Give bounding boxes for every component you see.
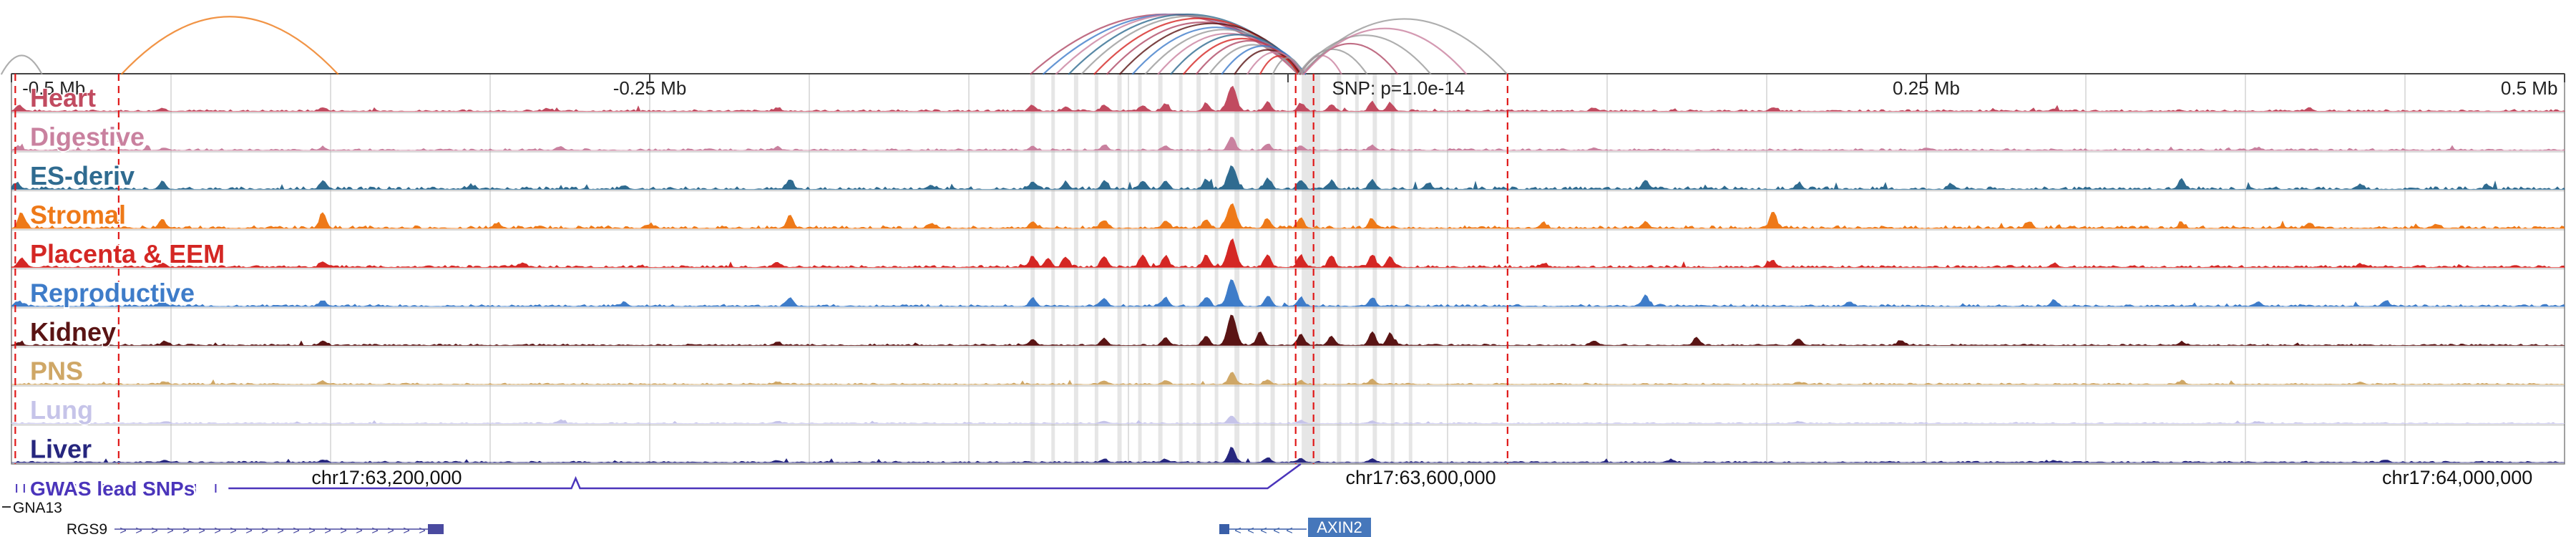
snp-boundary-lines <box>14 74 1508 464</box>
track-signal-pns[interactable] <box>11 372 2565 385</box>
rgs9-strand-chevron: > <box>356 525 362 537</box>
rgs9-strand-chevron: > <box>403 525 409 537</box>
coordinate-labels: chr17:63,200,000 chr17:63,600,000 chr17:64… <box>311 467 2532 488</box>
rgs9-strand-chevron: > <box>324 525 331 537</box>
axin2-strand-chevron: < <box>1260 525 1267 537</box>
gna13-gene-label[interactable]: GNA13 <box>13 500 62 516</box>
rgs9-strand-chevron: > <box>198 525 205 537</box>
track-label-kidney[interactable]: Kidney <box>29 316 117 348</box>
rgs9-strand-chevron: > <box>167 525 173 537</box>
rgs9-strand-chevron: > <box>371 525 378 537</box>
axin2-strand-chevron: < <box>1286 525 1292 537</box>
axin2-gene-label[interactable]: AXIN2 <box>1317 518 1362 536</box>
rgs9-strand-chevron: > <box>340 525 346 537</box>
track-signal-lung[interactable] <box>11 415 2565 424</box>
axis-label: 0.5 Mb <box>2501 77 2558 99</box>
interaction-arc[interactable] <box>1297 48 1368 75</box>
rgs9-strand-chevron: > <box>277 525 283 537</box>
interaction-arc[interactable] <box>120 16 339 75</box>
rgs9-strand-chevron: > <box>308 525 315 537</box>
axin2-strand-chevron: < <box>1247 525 1254 537</box>
track-signal-digestive[interactable] <box>11 137 2565 151</box>
axis-label: SNP: p=1.0e-14 <box>1332 77 1465 99</box>
interaction-arc[interactable] <box>1195 40 1304 75</box>
track-label-digestive[interactable]: Digestive <box>29 121 146 153</box>
rgs9-strand-chevron: > <box>182 525 189 537</box>
track-label-heart[interactable]: Heart <box>29 82 97 114</box>
axin2-strand-chevron: < <box>1234 525 1241 537</box>
coordinate-label: chr17:63,200,000 <box>311 467 462 488</box>
coordinate-label: chr17:63,600,000 <box>1345 467 1496 488</box>
gwas-track-label: GWAS lead SNPs <box>30 478 195 500</box>
interaction-arc[interactable] <box>1272 57 1304 75</box>
axis-label: -0.25 Mb <box>613 77 687 99</box>
interaction-arc[interactable] <box>1208 44 1299 75</box>
interaction-arc[interactable] <box>1302 27 1468 75</box>
interaction-arc[interactable] <box>1300 18 1508 75</box>
rgs9-strand-chevron: > <box>135 525 142 537</box>
rgs9-strand-chevron: > <box>119 525 126 537</box>
gwas-lead-snps-track: GWAS lead SNPs <box>16 463 1302 502</box>
rgs9-strand-chevron: > <box>387 525 394 537</box>
track-signal-reproductive[interactable] <box>11 279 2565 307</box>
track-labels: Heart Digestive ES-deriv Stromal Placenta & … <box>29 82 226 465</box>
axin2-label-box[interactable] <box>1308 518 1371 537</box>
axis-label: 0.25 Mb <box>1893 77 1960 99</box>
track-signal-liver[interactable] <box>11 446 2565 463</box>
rgs9-strand-chevron: > <box>293 525 299 537</box>
interaction-arc[interactable] <box>1055 14 1299 75</box>
axis: -0.5 Mb -0.25 Mb SNP: p=1.0e-14 0.25 Mb 0.5 … <box>11 74 2565 99</box>
rgs9-gene-label[interactable]: RGS9 <box>67 521 107 537</box>
track-signal-placenta-eem[interactable] <box>11 238 2565 268</box>
rgs9-strand-chevron: > <box>245 525 252 537</box>
track-label-lung[interactable]: Lung <box>29 395 94 426</box>
track-label-reproductive[interactable]: Reproductive <box>29 277 196 309</box>
track-label-stromal[interactable]: Stromal <box>29 199 127 231</box>
track-signal-heart[interactable] <box>11 85 2566 112</box>
coordinate-label: chr17:64,000,000 <box>2382 467 2532 488</box>
rgs9-strand-chevron: > <box>419 525 425 537</box>
track-label-placenta-eem[interactable]: Placenta & EEM <box>29 238 226 270</box>
track-signal-kidney[interactable] <box>11 314 2565 346</box>
rgs9-strand-chevron: > <box>261 525 268 537</box>
track-label-liver[interactable]: Liver <box>29 433 93 465</box>
rgs9-strand-chevron: > <box>214 525 220 537</box>
interaction-arc[interactable] <box>1234 49 1302 75</box>
rgs9-strand-chevron: > <box>230 525 236 537</box>
rgs9-strand-chevron: > <box>151 525 157 537</box>
interaction-arc[interactable] <box>0 54 43 75</box>
interaction-arc[interactable] <box>1246 51 1304 75</box>
interaction-arc[interactable] <box>1259 55 1299 75</box>
rgs9-exon-box <box>428 524 444 534</box>
track-signal-stromal[interactable] <box>11 203 2565 229</box>
track-signal-es-deriv[interactable] <box>11 165 2565 190</box>
gwas-connector-line <box>228 463 1302 490</box>
gene-track: GNA13 RGS9 > > > > > > > > > > > > > > > > > > > > < < < < < AXIN2 <box>2 500 1371 537</box>
axis-label: -0.5 Mb <box>22 77 85 99</box>
interaction-arcs <box>0 13 1508 75</box>
track-label-pns[interactable]: PNS <box>29 355 84 387</box>
signal-tracks <box>11 85 2566 463</box>
interaction-arc[interactable] <box>1297 34 1432 75</box>
track-label-es-deriv[interactable]: ES-deriv <box>29 160 136 192</box>
axin2-strand-chevron: < <box>1273 525 1279 537</box>
